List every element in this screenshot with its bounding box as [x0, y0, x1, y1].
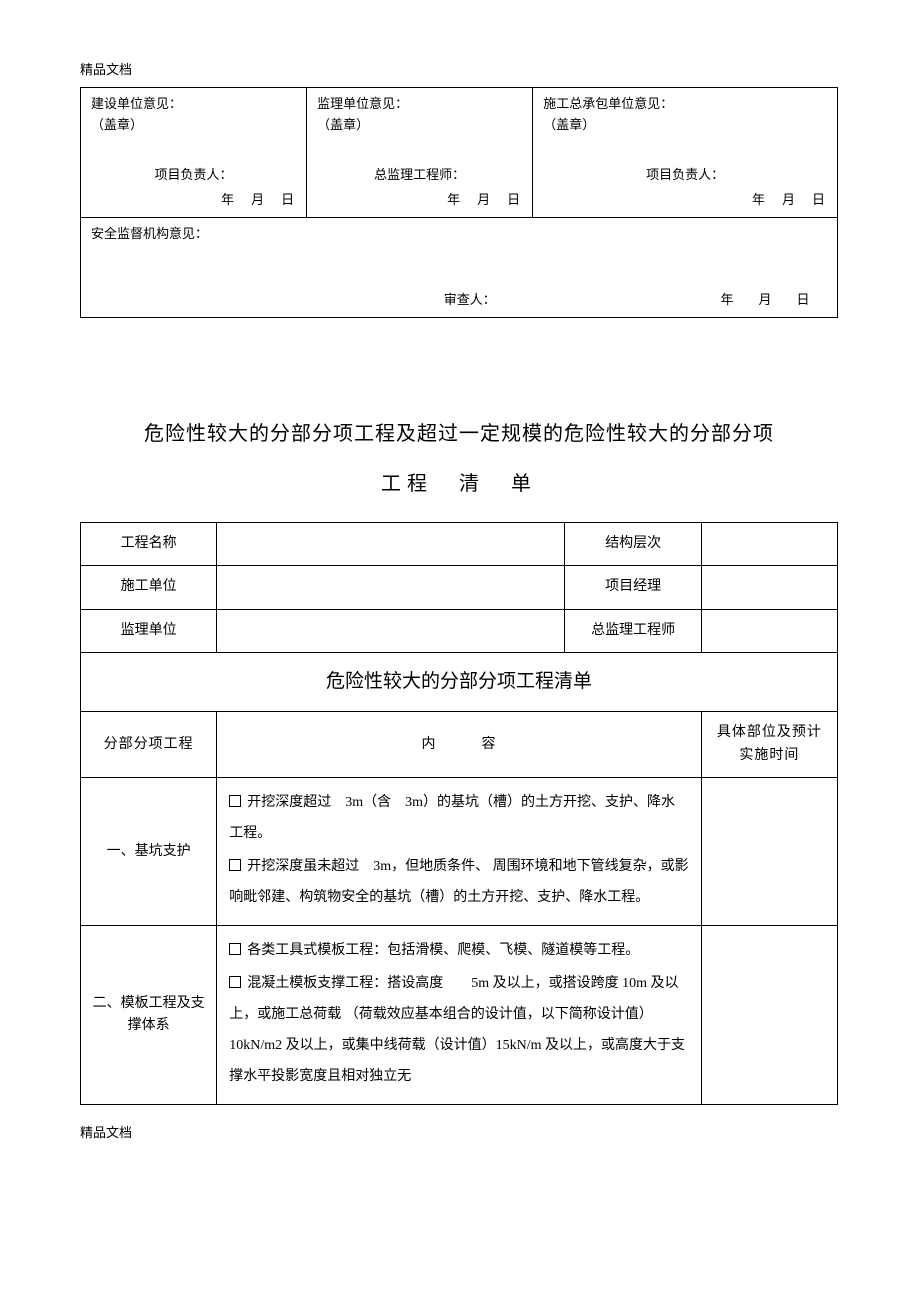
approval-date: 年 月 日	[447, 192, 522, 207]
category-name: 二、模板工程及支撑体系	[81, 926, 217, 1105]
approval-date: 年 月 日	[752, 192, 827, 207]
item-text: 开挖深度超过 3m（含 3m）的基坑（槽）的土方开挖、支护、降水工程。	[229, 795, 675, 841]
approval-cell-supervision: 监理单位意见： （盖章） 总监理工程师： 年 月 日	[307, 87, 533, 217]
info-row: 施工单位 项目经理	[81, 566, 838, 609]
info-label: 监理单位	[81, 609, 217, 652]
column-header-row: 分部分项工程 内 容 具体部位及预计实施时间	[81, 712, 838, 778]
approval-person: 项目负责人：	[543, 165, 827, 186]
document-title-line-2: 工程 清 单	[80, 468, 838, 500]
approval-stamp: （盖章）	[317, 115, 522, 136]
page-header: 精品文档	[80, 60, 838, 81]
content-cell: 各类工具式模板工程：包括滑模、爬模、飞模、隧道模等工程。 混凝土模板支撑工程：搭…	[217, 926, 701, 1105]
info-label: 工程名称	[81, 522, 217, 565]
page-footer: 精品文档	[80, 1123, 838, 1144]
approval-title: 监理单位意见：	[317, 94, 522, 115]
safety-date: 年 月 日	[499, 290, 815, 311]
info-value	[217, 522, 565, 565]
table-row: 一、基坑支护 开挖深度超过 3m（含 3m）的基坑（槽）的土方开挖、支护、降水工…	[81, 778, 838, 926]
safety-reviewer: 审查人：	[91, 290, 496, 311]
approval-cell-construction: 建设单位意见： （盖章） 项目负责人： 年 月 日	[81, 87, 307, 217]
info-value	[701, 522, 837, 565]
column-header: 内 容	[217, 712, 701, 778]
category-name: 一、基坑支护	[81, 778, 217, 926]
approval-cell-contractor: 施工总承包单位意见： （盖章） 项目负责人： 年 月 日	[533, 87, 838, 217]
info-value	[701, 609, 837, 652]
table-row: 二、模板工程及支撑体系 各类工具式模板工程：包括滑模、爬模、飞模、隧道模等工程。…	[81, 926, 838, 1105]
approval-stamp: （盖章）	[91, 115, 296, 136]
approval-title: 建设单位意见：	[91, 94, 296, 115]
approval-table: 建设单位意见： （盖章） 项目负责人： 年 月 日 监理单位意见： （盖章） 总…	[80, 87, 838, 318]
approval-stamp: （盖章）	[543, 115, 827, 136]
approval-person: 总监理工程师：	[317, 165, 522, 186]
checkbox-icon	[229, 795, 241, 807]
info-label: 总监理工程师	[565, 609, 701, 652]
item-text: 混凝土模板支撑工程：搭设高度 5m 及以上，或搭设跨度 10m 及以上，或施工总…	[229, 976, 685, 1083]
info-label: 施工单位	[81, 566, 217, 609]
info-label: 项目经理	[565, 566, 701, 609]
column-header: 具体部位及预计实施时间	[701, 712, 837, 778]
safety-cell: 安全监督机构意见： 审查人： 年 月 日	[81, 217, 838, 317]
info-value	[701, 566, 837, 609]
location-time-cell	[701, 926, 837, 1105]
info-row: 工程名称 结构层次	[81, 522, 838, 565]
item-text: 各类工具式模板工程：包括滑模、爬模、飞模、隧道模等工程。	[247, 943, 639, 958]
main-table: 工程名称 结构层次 施工单位 项目经理 监理单位 总监理工程师 危险性较大的分部…	[80, 522, 838, 1106]
content-cell: 开挖深度超过 3m（含 3m）的基坑（槽）的土方开挖、支护、降水工程。 开挖深度…	[217, 778, 701, 926]
approval-date: 年 月 日	[221, 192, 296, 207]
document-title-line-1: 危险性较大的分部分项工程及超过一定规模的危险性较大的分部分项	[80, 418, 838, 450]
info-value	[217, 566, 565, 609]
checkbox-icon	[229, 859, 241, 871]
item-text: 开挖深度虽未超过 3m，但地质条件、 周围环境和地下管线复杂，或影响毗邻建、构筑…	[229, 859, 688, 905]
approval-title: 施工总承包单位意见：	[543, 94, 827, 115]
section-header: 危险性较大的分部分项工程清单	[81, 652, 838, 711]
safety-title: 安全监督机构意见：	[91, 224, 827, 245]
info-row: 监理单位 总监理工程师	[81, 609, 838, 652]
column-header: 分部分项工程	[81, 712, 217, 778]
info-label: 结构层次	[565, 522, 701, 565]
checkbox-icon	[229, 976, 241, 988]
checkbox-icon	[229, 943, 241, 955]
info-value	[217, 609, 565, 652]
location-time-cell	[701, 778, 837, 926]
approval-person: 项目负责人：	[91, 165, 296, 186]
